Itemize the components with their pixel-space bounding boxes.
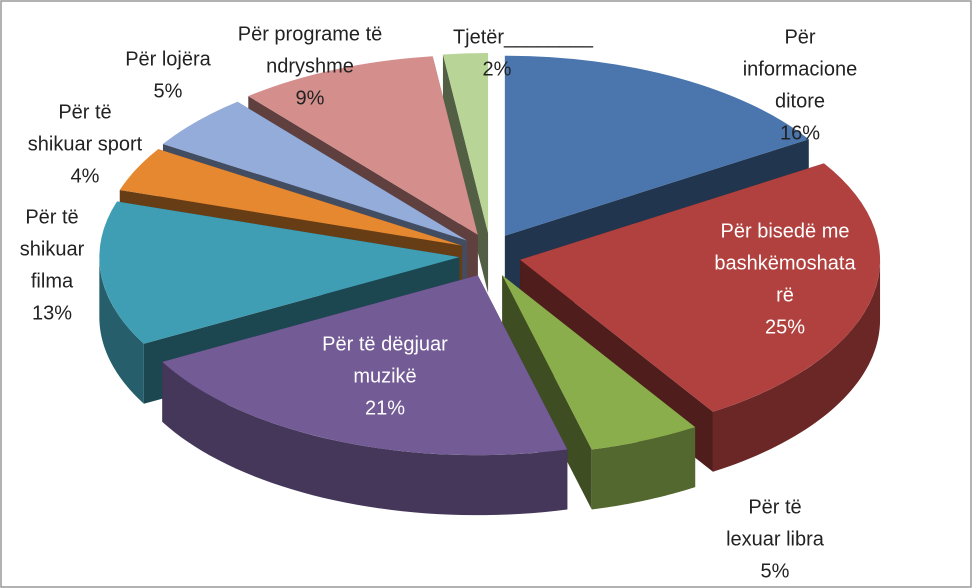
slice-label: Për të dëgjuar xyxy=(322,333,448,355)
slice-label: ditore xyxy=(775,90,825,112)
slice-label: informacione xyxy=(743,58,858,80)
slice xyxy=(162,275,568,456)
slice-label: ndryshme xyxy=(266,55,354,77)
slice-label: rë xyxy=(776,284,794,306)
slice-label: Për bisedë me xyxy=(721,220,850,242)
slice-side xyxy=(591,427,696,510)
slice xyxy=(442,53,489,234)
slice-label: Për të xyxy=(25,206,78,228)
slice-label: Për lojëra xyxy=(125,48,211,70)
slice-side xyxy=(502,275,592,510)
slice-label: Për të xyxy=(748,496,801,518)
value-label: 5% xyxy=(761,560,790,582)
slice-label: Për xyxy=(784,26,815,48)
slice xyxy=(162,101,467,241)
slice-label: shikuar sport xyxy=(28,133,143,155)
slice-side xyxy=(712,259,881,472)
slice-label: Tjetër________ xyxy=(453,26,594,48)
slice xyxy=(504,55,809,236)
slice xyxy=(99,201,460,344)
value-label: 4% xyxy=(71,165,100,187)
slice xyxy=(520,163,881,412)
slice-label: muzikë xyxy=(353,365,416,387)
slice-label: Për të xyxy=(58,101,111,123)
slice-side xyxy=(162,361,568,516)
slice-label: lexuar libra xyxy=(726,528,825,550)
slice-label: shikuar xyxy=(20,238,85,260)
value-label: 16% xyxy=(780,122,820,144)
value-label: 25% xyxy=(765,316,805,338)
slice xyxy=(119,149,463,246)
slice-label: bashkëmoshata xyxy=(714,252,856,274)
slice xyxy=(248,56,478,235)
value-label: 13% xyxy=(32,302,72,324)
value-label: 9% xyxy=(296,87,325,109)
slice-side xyxy=(99,257,144,404)
value-label: 2% xyxy=(483,58,512,80)
slice-label: Për programe të xyxy=(238,23,383,45)
slice-label: filma xyxy=(31,270,74,292)
slice xyxy=(502,275,696,450)
value-label: 5% xyxy=(154,80,183,102)
value-label: 21% xyxy=(365,397,405,419)
